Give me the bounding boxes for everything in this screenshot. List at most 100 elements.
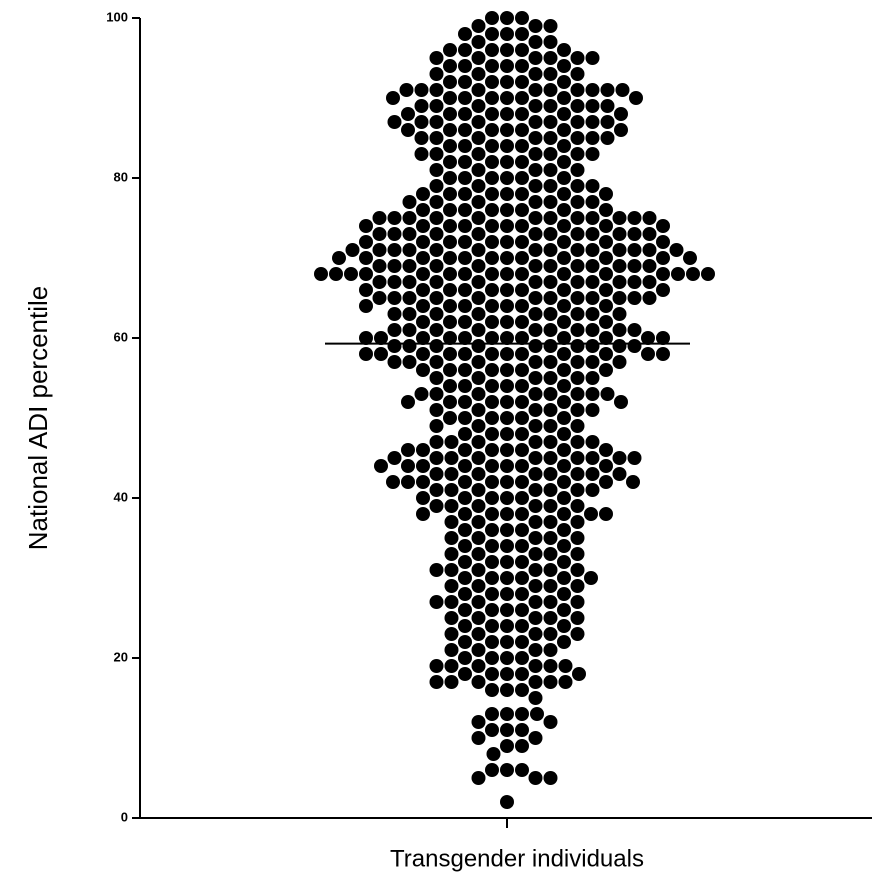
data-point	[500, 139, 514, 153]
data-point	[399, 83, 414, 97]
data-point	[515, 635, 529, 649]
data-point	[458, 395, 472, 409]
data-point	[543, 611, 558, 625]
data-point	[374, 347, 388, 361]
data-point	[387, 275, 402, 289]
data-point	[543, 387, 558, 401]
data-point	[543, 195, 558, 209]
data-point	[515, 475, 529, 489]
data-point	[500, 571, 514, 585]
data-point	[359, 235, 373, 249]
data-point	[443, 331, 457, 345]
data-point	[471, 259, 486, 273]
data-point	[416, 491, 430, 505]
data-point	[515, 603, 529, 617]
data-point	[557, 587, 571, 601]
data-point	[485, 603, 499, 617]
data-point	[570, 243, 585, 257]
data-point	[543, 771, 558, 785]
data-point	[458, 555, 472, 569]
data-point	[401, 395, 415, 409]
data-point	[443, 251, 457, 265]
data-point	[458, 347, 472, 361]
data-point	[458, 491, 472, 505]
data-point	[543, 83, 558, 97]
data-point	[515, 379, 529, 393]
data-point	[543, 595, 558, 609]
data-point	[528, 403, 543, 417]
data-point	[416, 507, 430, 521]
data-point	[515, 75, 529, 89]
data-point	[543, 291, 558, 305]
data-point	[599, 363, 613, 377]
data-point	[500, 235, 514, 249]
data-point	[402, 243, 417, 257]
data-point	[656, 219, 670, 233]
data-point	[627, 259, 642, 273]
data-point	[528, 771, 543, 785]
data-point	[543, 131, 558, 145]
data-point	[515, 299, 529, 313]
data-point	[641, 331, 655, 345]
data-point	[557, 427, 571, 441]
data-point	[585, 99, 600, 113]
data-point	[585, 371, 600, 385]
data-point	[458, 427, 472, 441]
data-point	[500, 651, 514, 665]
data-point	[471, 19, 486, 33]
data-point	[500, 507, 514, 521]
data-point	[528, 115, 543, 129]
data-point	[515, 11, 529, 25]
data-point	[485, 539, 499, 553]
data-point	[500, 795, 514, 809]
data-point	[458, 91, 472, 105]
data-point	[444, 531, 459, 545]
data-point	[444, 643, 459, 657]
data-point	[443, 283, 457, 297]
data-point	[599, 459, 613, 473]
y-tick-label: 0	[121, 809, 128, 824]
data-point	[543, 419, 558, 433]
data-point	[543, 243, 558, 257]
data-point	[528, 675, 543, 689]
data-point	[669, 243, 684, 257]
data-point	[543, 675, 558, 689]
data-point	[612, 323, 627, 337]
data-point	[528, 259, 543, 273]
data-point	[443, 91, 457, 105]
data-point	[485, 763, 499, 777]
data-point	[429, 403, 444, 417]
data-point	[642, 243, 657, 257]
data-point	[416, 187, 430, 201]
data-point	[429, 291, 444, 305]
data-point	[557, 619, 571, 633]
data-point	[612, 307, 627, 321]
data-point	[528, 419, 543, 433]
data-point	[471, 67, 486, 81]
data-point	[557, 75, 571, 89]
data-point	[471, 355, 486, 369]
data-point	[528, 147, 543, 161]
data-point	[585, 451, 600, 465]
data-point	[387, 211, 402, 225]
data-point	[585, 147, 600, 161]
data-point	[471, 531, 486, 545]
data-point	[458, 75, 472, 89]
data-point	[599, 331, 613, 345]
data-point	[443, 107, 457, 121]
y-axis-label: National ADI percentile	[23, 286, 53, 550]
data-point	[642, 211, 657, 225]
data-point	[530, 707, 544, 721]
data-point	[374, 459, 388, 473]
data-point	[471, 579, 486, 593]
data-point	[414, 99, 429, 113]
data-point	[570, 403, 585, 417]
data-point	[528, 307, 543, 321]
data-point	[485, 707, 499, 721]
data-point	[429, 355, 444, 369]
data-point	[402, 227, 417, 241]
data-point	[458, 619, 472, 633]
data-point	[570, 467, 585, 481]
data-point	[528, 339, 543, 353]
data-point	[570, 307, 585, 321]
